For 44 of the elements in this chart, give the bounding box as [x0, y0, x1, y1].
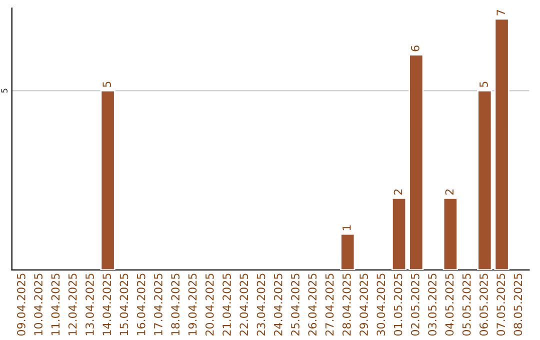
x-tick-label: 09.04.2025	[16, 274, 26, 336]
x-tick-label: 02.05.2025	[410, 274, 420, 336]
x-tick-label: 25.04.2025	[291, 274, 300, 336]
bar	[100, 90, 116, 270]
x-tick-label: 10.04.2025	[34, 274, 43, 336]
x-tick-label: 01.05.2025	[394, 274, 402, 336]
x-tick-label: 18.04.2025	[171, 274, 180, 336]
x-tick-label: 12.04.2025	[68, 274, 77, 336]
x-tick-label: 16.04.2025	[136, 274, 146, 336]
x-tick-label: 14.04.2025	[102, 274, 112, 336]
x-tick-label: 05.05.2025	[462, 274, 471, 336]
x-tick-label: 07.05.2025	[496, 274, 506, 336]
x-tick-label: 03.05.2025	[428, 274, 436, 336]
x-tick-label: 21.04.2025	[222, 274, 231, 336]
x-tick-label: 04.05.2025	[445, 274, 454, 336]
data-label: 1	[342, 225, 351, 230]
x-tick-label: 28.04.2025	[342, 274, 351, 336]
data-label: 5	[102, 82, 112, 88]
x-tick-label: 06.05.2025	[479, 274, 488, 336]
bar	[391, 198, 407, 270]
data-label: 5	[480, 82, 488, 88]
x-tick-label: 08.05.2025	[514, 274, 522, 336]
x-tick-label: 15.04.2025	[120, 274, 128, 336]
x-tick-label: 11.04.2025	[51, 274, 60, 336]
x-tick-label: 17.04.2025	[154, 274, 162, 336]
bar	[408, 54, 424, 270]
data-label: 2	[394, 190, 402, 195]
bar	[340, 233, 356, 270]
x-tick-label: 27.04.2025	[325, 274, 334, 336]
bar	[477, 90, 492, 270]
bar	[442, 198, 458, 270]
data-label: 2	[445, 190, 454, 195]
x-tick-label: 24.04.2025	[274, 274, 282, 336]
x-tick-label: 30.04.2025	[376, 274, 386, 336]
x-tick-label: 23.04.2025	[256, 274, 266, 336]
data-label: 7	[496, 10, 505, 16]
x-tick-label: 26.04.2025	[308, 274, 317, 336]
data-label: 6	[410, 46, 420, 52]
x-tick-label: 22.04.2025	[240, 274, 248, 336]
x-tick-label: 20.04.2025	[205, 274, 214, 336]
x-tick-label: 29.04.2025	[360, 274, 368, 336]
x-tick-label: 13.04.2025	[85, 274, 94, 336]
bar	[494, 18, 510, 270]
x-tick-label: 19.04.2025	[188, 274, 197, 336]
